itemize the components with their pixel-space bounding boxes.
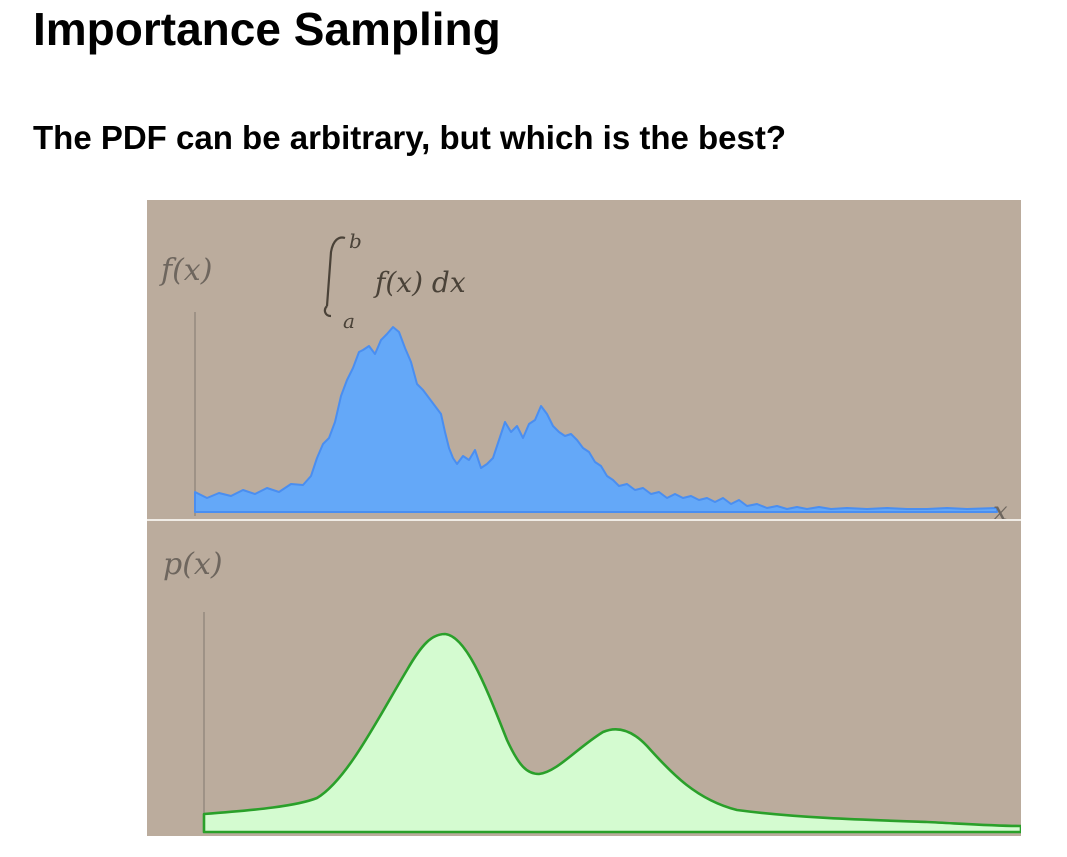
integral-upper-limit: b — [349, 229, 362, 253]
integral-lower-limit: a — [343, 309, 355, 333]
integral-sign — [323, 236, 346, 318]
slide-title: Importance Sampling — [33, 3, 501, 55]
top-x-label: x — [993, 497, 1008, 527]
slide-subtitle: The PDF can be arbitrary, but which is t… — [33, 119, 787, 156]
bottom-panel: p(x) — [163, 547, 1021, 834]
top-y-label: f(x) — [159, 253, 212, 288]
bottom-y-label: p(x) — [163, 547, 223, 582]
integral-expression: b a f(x) dx — [323, 229, 466, 333]
fx-area — [194, 326, 998, 513]
figure-svg: f(x) x b a f(x) dx p(x) — [147, 229, 1021, 834]
top-panel: f(x) x b a f(x) dx — [159, 229, 1008, 527]
importance-sampling-figure: f(x) x b a f(x) dx p(x) — [147, 200, 1021, 836]
px-area — [202, 632, 1021, 834]
integrand: f(x) dx — [373, 266, 466, 299]
